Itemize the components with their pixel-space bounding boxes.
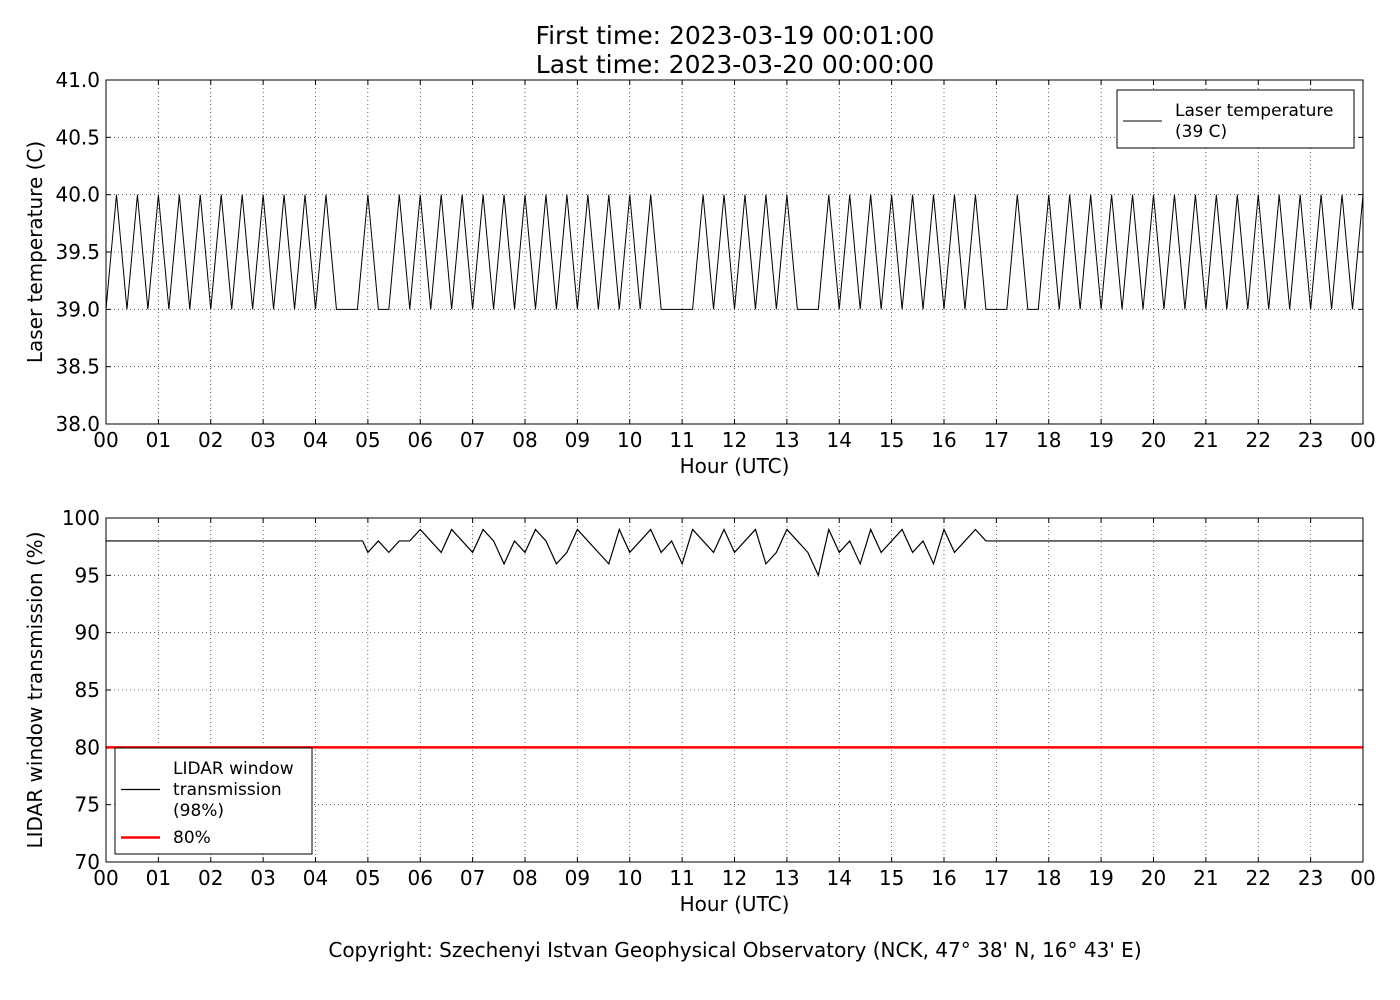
series-line <box>106 527 1363 578</box>
x-tick-label: 00 <box>1350 428 1375 452</box>
x-tick-label: 05 <box>355 866 380 890</box>
x-tick-label: 10 <box>617 866 642 890</box>
x-tick-label: 00 <box>1350 866 1375 890</box>
y-tick-label: 39.5 <box>55 240 100 264</box>
x-tick-label: 11 <box>669 866 694 890</box>
series-line <box>105 194 1364 310</box>
x-tick-label: 21 <box>1193 866 1218 890</box>
x-tick-label: 23 <box>1298 866 1323 890</box>
x-tick-label: 13 <box>774 428 799 452</box>
y-tick-label: 38.5 <box>55 355 100 379</box>
plot-frame <box>105 79 1364 425</box>
x-tick-label: 14 <box>827 866 852 890</box>
y-tick-label: 80 <box>75 735 100 759</box>
x-tick-label: 17 <box>984 866 1009 890</box>
x-tick-label: 15 <box>879 866 904 890</box>
x-tick-label: 04 <box>303 866 328 890</box>
x-tick-label: 14 <box>827 428 852 452</box>
y-tick-label: 90 <box>75 621 100 645</box>
x-tick-label: 20 <box>1141 866 1166 890</box>
x-tick-label: 01 <box>146 866 171 890</box>
x-tick-label: 08 <box>512 428 537 452</box>
x-axis-label: Hour (UTC) <box>680 892 790 916</box>
title-line: Last time: 2023-03-20 00:00:00 <box>536 50 934 79</box>
y-tick-label: 75 <box>75 793 100 817</box>
y-axis-label: Laser temperature (C) <box>23 141 47 363</box>
x-tick-label: 03 <box>250 866 275 890</box>
y-tick-label: 95 <box>75 563 100 587</box>
x-tick-label: 12 <box>722 866 747 890</box>
x-tick-label: 07 <box>460 866 485 890</box>
y-tick-label: 40.0 <box>55 183 100 207</box>
x-tick-label: 11 <box>669 428 694 452</box>
x-tick-label: 02 <box>198 428 223 452</box>
plot-frame <box>105 517 1364 863</box>
x-tick-label: 01 <box>146 428 171 452</box>
x-axis-label: Hour (UTC) <box>680 454 790 478</box>
x-tick-label: 12 <box>722 428 747 452</box>
x-tick-label: 18 <box>1036 866 1061 890</box>
x-tick-label: 00 <box>93 428 118 452</box>
x-tick-label: 08 <box>512 866 537 890</box>
x-tick-label: 16 <box>931 428 956 452</box>
legend-label: Laser temperature (39 C) <box>1175 101 1333 142</box>
title-line: First time: 2023-03-19 00:01:00 <box>536 21 935 50</box>
y-tick-label: 100 <box>62 506 100 530</box>
x-tick-label: 07 <box>460 428 485 452</box>
y-tick-label: 38.0 <box>55 412 100 436</box>
x-tick-label: 13 <box>774 866 799 890</box>
x-tick-label: 15 <box>879 428 904 452</box>
x-tick-label: 23 <box>1298 428 1323 452</box>
x-tick-label: 17 <box>984 428 1009 452</box>
x-tick-label: 00 <box>93 866 118 890</box>
footer: Copyright: Szechenyi Istvan Geophysical … <box>328 938 1141 962</box>
y-axis-label: LIDAR window transmission (%) <box>23 532 47 849</box>
y-tick-label: 41.0 <box>55 68 100 92</box>
legend-box <box>1116 89 1355 149</box>
x-tick-label: 22 <box>1246 866 1271 890</box>
legend-label: 80% <box>173 828 211 848</box>
y-tick-label: 39.0 <box>55 297 100 321</box>
x-tick-label: 03 <box>250 428 275 452</box>
x-tick-label: 09 <box>565 866 590 890</box>
x-tick-label: 04 <box>303 428 328 452</box>
x-tick-label: 19 <box>1088 428 1113 452</box>
x-tick-label: 21 <box>1193 428 1218 452</box>
y-tick-label: 70 <box>75 850 100 874</box>
x-tick-label: 05 <box>355 428 380 452</box>
x-tick-label: 18 <box>1036 428 1061 452</box>
x-tick-label: 02 <box>198 866 223 890</box>
x-tick-label: 10 <box>617 428 642 452</box>
x-tick-label: 19 <box>1088 866 1113 890</box>
legend-label: LIDAR window transmission (98%) <box>173 759 294 821</box>
x-tick-label: 22 <box>1246 428 1271 452</box>
y-tick-label: 40.5 <box>55 125 100 149</box>
x-tick-label: 06 <box>408 428 433 452</box>
x-tick-label: 06 <box>408 866 433 890</box>
y-tick-label: 85 <box>75 678 100 702</box>
x-tick-label: 16 <box>931 866 956 890</box>
x-tick-label: 09 <box>565 428 590 452</box>
x-tick-label: 20 <box>1141 428 1166 452</box>
